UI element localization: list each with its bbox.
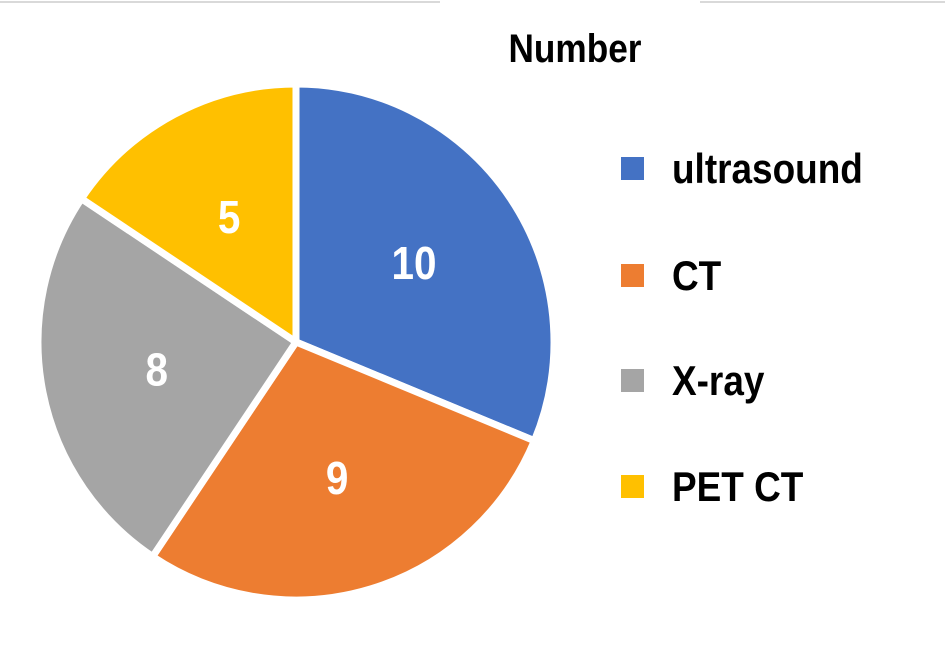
legend-label: ultrasound — [672, 146, 863, 193]
pie-slice-ct — [149, 338, 538, 604]
data-label: 10 — [391, 239, 436, 290]
legend-swatch — [621, 264, 644, 287]
chart-title: Number — [509, 26, 642, 71]
data-label: 5 — [218, 193, 241, 244]
legend-label: X-ray — [672, 358, 764, 405]
legend-swatch — [621, 369, 644, 392]
data-label: 9 — [326, 453, 349, 504]
pie-slice-ultrasound — [292, 80, 558, 445]
legend-swatch — [621, 157, 644, 180]
legend-label: PET CT — [672, 464, 803, 511]
data-label: 8 — [146, 345, 169, 396]
pie-slice-pet-ct — [77, 80, 300, 346]
pie-slice-x-ray — [34, 195, 300, 561]
legend-label: CT — [672, 253, 721, 300]
legend-swatch — [621, 475, 644, 498]
